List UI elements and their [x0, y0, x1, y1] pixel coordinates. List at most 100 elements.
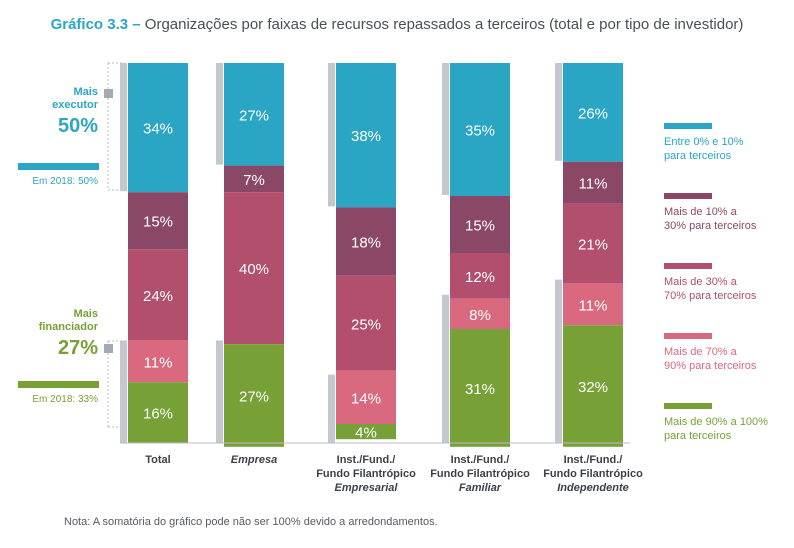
data-label-5-4: 11% — [579, 297, 608, 314]
data-label-5-2: 11% — [579, 176, 608, 193]
reference-bar-5-top — [555, 63, 562, 161]
category-label-4-line-3: Familiar — [459, 482, 502, 494]
data-label-2-3: 40% — [239, 261, 269, 278]
data-label-2-2: 7% — [243, 172, 265, 189]
reference-bar-4-bottom — [442, 294, 449, 443]
category-label-3-line-3: Empresarial — [335, 482, 399, 494]
data-label-3-3: 25% — [351, 316, 381, 333]
data-label-4-1: 35% — [465, 123, 495, 140]
bar-segment-5-3 — [563, 203, 623, 284]
legend-label-4-line-2: 90% para terceiros — [664, 360, 757, 372]
bar-segment-5-5 — [563, 325, 623, 447]
annotation-guides — [104, 62, 122, 428]
data-label-1-4: 11% — [144, 354, 173, 371]
reference-bar-2-bottom — [216, 340, 223, 443]
legend-label-3-line-1: Mais de 30% a — [664, 276, 738, 288]
legend-label-5-line-2: para terceiros — [664, 430, 732, 442]
guide-executor-marker — [104, 89, 113, 98]
legend-label-5-line-1: Mais de 90% a 100% — [664, 416, 768, 428]
data-label-1-2: 15% — [143, 214, 173, 231]
annotation-financiador-label-1: Mais — [74, 308, 98, 320]
reference-bar-5-bottom — [555, 279, 562, 443]
reference-bar-2-top — [216, 63, 223, 165]
legend-label-1-line-2: para terceiros — [664, 150, 732, 162]
bar-segment-3-4 — [336, 370, 396, 424]
reference-bar-1-bottom — [120, 340, 127, 443]
legend-swatch-3 — [664, 263, 712, 269]
reference-bar-4-top — [442, 63, 449, 195]
bar-segment-1-2 — [128, 192, 188, 250]
bar-segment-4-3 — [450, 253, 510, 299]
category-label-5-line-2: Fundo Filantrópico — [543, 468, 643, 480]
bar-segment-4-2 — [450, 196, 510, 253]
annotation-executor-label-1: Mais — [74, 86, 98, 98]
bar-segment-2-3 — [224, 192, 284, 345]
data-label-4-2: 15% — [465, 218, 495, 235]
chart-title-lead: Gráfico 3.3 – — [50, 16, 141, 33]
legend-swatch-4 — [664, 333, 712, 339]
category-label-2-line-1: Empresa — [231, 454, 277, 466]
chart-note: Nota: A somatória do gráfico pode não se… — [64, 516, 438, 528]
bar-segment-4-5 — [450, 329, 510, 447]
data-label-1-3: 24% — [143, 288, 173, 305]
bar-segment-3-3 — [336, 275, 396, 371]
data-label-5-5: 32% — [578, 379, 608, 396]
category-label-3-line-1: Inst./Fund./ — [337, 454, 396, 466]
bar-segment-5-4 — [563, 283, 623, 326]
annotation-financiador-swatch — [18, 381, 99, 388]
reference-bar-3-bottom — [328, 374, 335, 443]
category-label-5-line-3: Independente — [557, 482, 629, 494]
bar-segment-1-5 — [128, 382, 188, 443]
data-label-4-4: 8% — [469, 307, 491, 324]
legend-label-1-line-1: Entre 0% e 10% — [664, 136, 744, 148]
chart-title-text: Organizações por faixas de recursos repa… — [140, 16, 744, 33]
bar-segment-2-1 — [224, 63, 284, 166]
data-label-4-5: 31% — [465, 381, 495, 398]
data-label-1-1: 34% — [143, 121, 173, 138]
legend-swatch-1 — [664, 123, 712, 129]
data-label-3-5: 4% — [355, 425, 377, 442]
data-label-3-4: 14% — [351, 390, 381, 407]
data-label-2-1: 27% — [239, 107, 269, 124]
data-label-3-2: 18% — [351, 235, 381, 252]
annotation-executor-ref-label: Em 2018: 50% — [32, 176, 98, 187]
legend-swatch-2 — [664, 193, 712, 199]
legend: Entre 0% e 10% para terceiros Mais de 10% … — [664, 123, 768, 442]
legend-swatch-5 — [664, 403, 712, 409]
data-label-1-5: 16% — [143, 406, 173, 423]
bar-segment-3-2 — [336, 207, 396, 276]
data-label-3-1: 38% — [351, 128, 381, 145]
bar-segment-4-1 — [450, 63, 510, 196]
annotation-executor: Mais executor 50% Em 2018: 50% — [18, 86, 99, 187]
legend-label-2-line-2: 30% para terceiros — [664, 220, 757, 232]
category-label-1-line-1: Total — [145, 454, 170, 466]
annotation-executor-value: 50% — [58, 115, 98, 137]
annotation-financiador-label-2: financiador — [39, 321, 99, 333]
bar-segment-1-3 — [128, 249, 188, 341]
annotation-executor-label-2: executor — [52, 99, 99, 111]
bar-segment-3-5 — [336, 424, 396, 440]
category-label-5-line-1: Inst./Fund./ — [564, 454, 623, 466]
legend-label-2-line-1: Mais de 10% a — [664, 206, 738, 218]
legend-label-4-line-1: Mais de 70% a — [664, 346, 738, 358]
chart-title: Gráfico 3.3 – Organizações por faixas de… — [0, 16, 794, 33]
annotation-financiador-value: 27% — [58, 337, 98, 359]
data-label-5-3: 21% — [578, 237, 608, 254]
bar-segment-1-1 — [128, 63, 188, 193]
category-label-4-line-2: Fundo Filantrópico — [430, 468, 530, 480]
bar-segment-2-5 — [224, 344, 284, 447]
data-label-2-5: 27% — [239, 389, 269, 406]
bar-segment-3-1 — [336, 63, 396, 208]
bar-segment-5-1 — [563, 63, 623, 162]
x-axis-labels: Total Empresa Inst./Fund./ Fundo Filantrópi… — [145, 454, 643, 494]
guide-financiador-marker — [104, 344, 113, 353]
data-label-4-3: 12% — [465, 269, 495, 286]
bars-layer: 34% 15% 24% 11% 16% 27% 7% 40% 27% 38% 18% 25% 14% 4%… — [120, 63, 623, 447]
bar-segment-1-4 — [128, 340, 188, 383]
bar-segment-4-4 — [450, 298, 510, 329]
bar-segment-5-2 — [563, 161, 623, 204]
annotation-executor-swatch — [18, 163, 99, 170]
legend-label-3-line-2: 70% para terceiros — [664, 290, 757, 302]
data-label-5-1: 26% — [578, 105, 608, 122]
